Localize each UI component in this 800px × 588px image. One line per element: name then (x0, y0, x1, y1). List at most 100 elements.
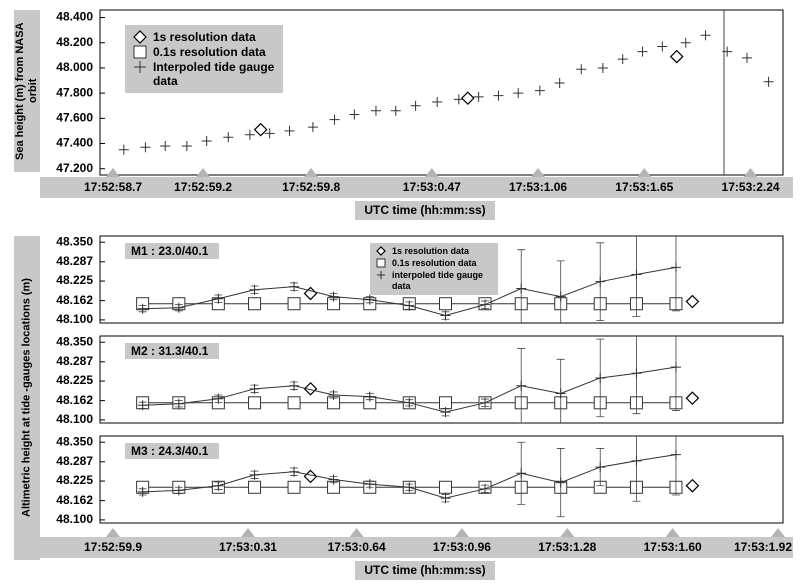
x-tick-label: 17:53:0.96 (433, 540, 491, 554)
plus-marker (404, 482, 415, 493)
x-tick (454, 528, 469, 537)
x-tick-label: 17:53:0.47 (403, 180, 461, 194)
diamond-marker (376, 246, 386, 256)
plus-marker (404, 300, 415, 311)
x-axis-band (40, 537, 793, 558)
plus-marker (181, 141, 192, 152)
diamond-marker (460, 91, 475, 106)
square-marker (248, 396, 262, 410)
legend-label: 0.1s resolution data (153, 45, 266, 59)
x-axis-title: UTC time (hh:mm:ss) (355, 201, 495, 220)
plus-marker (516, 468, 527, 479)
square-marker (287, 297, 301, 311)
x-tick (196, 168, 211, 177)
plus-marker (595, 276, 606, 287)
plus-marker (631, 455, 642, 466)
diamond-marker (669, 49, 684, 64)
x-axis-title: UTC time (hh:mm:ss) (355, 561, 495, 580)
x-tick (349, 528, 364, 537)
square-marker (287, 396, 301, 410)
plus-marker (700, 30, 711, 41)
plus-marker (173, 485, 184, 496)
plus-marker (173, 302, 184, 313)
legend-icon (134, 61, 146, 73)
panel (136, 336, 700, 423)
plus-marker (554, 78, 565, 89)
plus-marker (595, 462, 606, 473)
plus-marker (763, 76, 774, 87)
plus-marker (264, 128, 275, 139)
square-marker (439, 396, 452, 410)
plus-marker (289, 380, 300, 391)
square-marker (439, 480, 452, 494)
legend-label: Interpoled tide gauge data (153, 60, 275, 88)
diamond-marker (133, 30, 147, 44)
plus-marker (134, 61, 146, 73)
plus-marker (213, 393, 224, 404)
y-tick-label: 47.600 (56, 110, 93, 124)
plus-marker (473, 91, 484, 102)
plus-marker (213, 480, 224, 491)
plus-marker (637, 46, 648, 57)
plus-marker (223, 132, 234, 143)
plus-marker (284, 125, 295, 136)
plus-marker (555, 291, 566, 302)
y-tick-label: 48.225 (56, 473, 93, 487)
plus-marker (432, 96, 443, 107)
square-marker (248, 297, 262, 311)
plus-marker (670, 262, 681, 273)
y-tick-label: 48.350 (56, 334, 93, 348)
diamond-marker (253, 122, 268, 137)
square-marker (439, 297, 452, 311)
plus-marker (657, 41, 668, 52)
legend: 1s resolution data 0.1s resolution data In… (125, 25, 283, 93)
legend-entry: 1s resolution data (133, 30, 279, 44)
x-axis-band (40, 177, 793, 198)
plus-marker (670, 362, 681, 373)
x-tick-label: 17:52:58.7 (84, 180, 142, 194)
x-tick (665, 528, 680, 537)
plus-marker (370, 105, 381, 116)
y-tick-label: 48.400 (56, 10, 93, 24)
plus-marker (201, 135, 212, 146)
y-tick-label: 48.350 (56, 434, 93, 448)
x-tick (240, 528, 255, 537)
legend-icon (133, 45, 147, 59)
plus-marker (244, 129, 255, 140)
y-tick-label: 48.162 (56, 293, 93, 307)
plus-marker (249, 284, 260, 295)
y-tick-label: 48.162 (56, 393, 93, 407)
y-tick-label: 48.350 (56, 234, 93, 248)
legend-entry: 0.1s resolution data (133, 45, 279, 59)
legend-label: 0.1s resolution data (392, 258, 477, 268)
plus-marker (440, 407, 451, 418)
plus-marker (595, 372, 606, 383)
plus-marker (597, 62, 608, 73)
plus-marker (328, 291, 339, 302)
x-tick-label: 17:53:1.06 (509, 180, 567, 194)
plus-marker (410, 100, 421, 111)
plus-marker (534, 85, 545, 96)
plus-marker (631, 269, 642, 280)
panel (136, 236, 700, 323)
plus-marker (364, 479, 375, 490)
plus-marker (328, 474, 339, 485)
legend-icon (133, 30, 147, 44)
legend-icon (376, 246, 386, 256)
plus-marker (307, 122, 318, 133)
y-tick-label: 48.162 (56, 493, 93, 507)
x-tick (743, 168, 758, 177)
plus-marker (555, 388, 566, 399)
panel-label: M2 : 31.3/40.1 (125, 343, 219, 359)
y-tick-label: 48.200 (56, 35, 93, 49)
plus-marker (249, 383, 260, 394)
legend-label: interpoled tide gauge data (392, 270, 484, 291)
x-tick-label: 17:52:59.9 (84, 540, 142, 554)
plus-marker (328, 390, 339, 401)
x-tick (424, 168, 439, 177)
panel-label: M1 : 23.0/40.1 (125, 243, 219, 259)
x-tick-label: 17:53:1.65 (615, 180, 673, 194)
plus-marker (480, 299, 491, 310)
y-axis-title: Altimetric height at tide -gauges locati… (14, 236, 40, 560)
x-tick-label: 17:53:1.28 (538, 540, 596, 554)
